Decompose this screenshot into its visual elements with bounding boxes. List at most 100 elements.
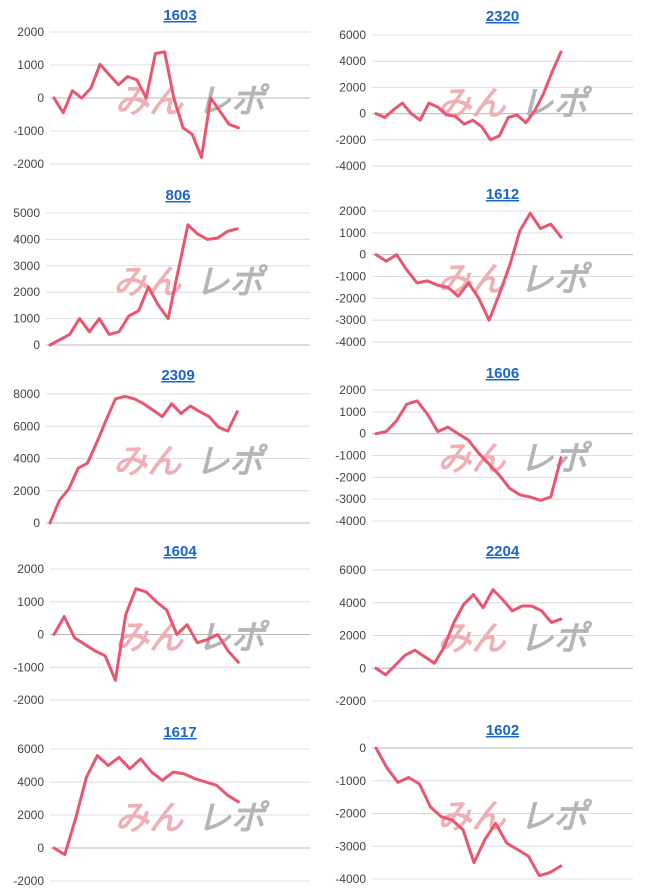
y-tick-label: 4000 bbox=[339, 54, 366, 68]
y-tick-label: -1000 bbox=[335, 449, 366, 463]
y-tick-label: -4000 bbox=[335, 335, 366, 349]
series-line bbox=[374, 746, 563, 878]
y-tick-label: -1000 bbox=[335, 774, 366, 788]
y-tick-label: 0 bbox=[33, 338, 40, 352]
watermark-right: レポ bbox=[520, 620, 593, 658]
watermark-left: みん bbox=[438, 261, 507, 299]
series-line bbox=[48, 223, 239, 347]
chart-panel-806: 5000 4000 3000 2000 1000 0 みん レポ 806 bbox=[0, 178, 322, 356]
chart-svg: 2000 1000 0 -1000 -2000 -3000 -4000 みん レポ 1612 bbox=[335, 186, 633, 349]
chart-panel-1602: 0 -1000 -2000 -3000 -4000 みん レポ 1602 bbox=[322, 712, 645, 892]
watermark-right: レポ bbox=[195, 443, 268, 481]
chart-title-link[interactable]: 2309 bbox=[161, 367, 194, 384]
watermark-right: レポ bbox=[520, 798, 593, 836]
series-line bbox=[52, 754, 240, 857]
chart-svg: 8000 6000 4000 2000 0 みん レポ 2309 bbox=[13, 367, 310, 530]
y-tick-label: -1000 bbox=[13, 124, 44, 138]
chart-title-link[interactable]: 1604 bbox=[163, 543, 197, 560]
y-tick-label: 0 bbox=[359, 661, 366, 675]
watermark-right: レポ bbox=[195, 264, 268, 302]
chart-title-link[interactable]: 806 bbox=[165, 187, 190, 204]
y-tick-label: 2000 bbox=[339, 629, 366, 643]
y-tick-label: 2000 bbox=[339, 204, 366, 218]
chart-panel-2309: 8000 6000 4000 2000 0 みん レポ 2309 bbox=[0, 356, 322, 534]
y-tick-label: 4000 bbox=[339, 596, 366, 610]
y-tick-label: -4000 bbox=[335, 514, 366, 528]
watermark-left: みん bbox=[113, 443, 182, 481]
y-tick-label: -4000 bbox=[335, 872, 366, 886]
chart-panel-1603: 2000 1000 0 -1000 -2000 みん レポ 1603 bbox=[0, 0, 322, 178]
y-tick-label: 0 bbox=[37, 628, 44, 642]
y-tick-label: -2000 bbox=[335, 133, 366, 147]
chart-title-link[interactable]: 1603 bbox=[163, 7, 196, 24]
y-tick-label: 4000 bbox=[13, 232, 40, 246]
y-tick-label: 4000 bbox=[17, 775, 44, 789]
chart-title-link[interactable]: 2320 bbox=[486, 8, 519, 25]
chart-title-link[interactable]: 1617 bbox=[163, 724, 196, 741]
y-tick-label: 2000 bbox=[17, 562, 44, 576]
watermark-left: みん bbox=[438, 798, 507, 836]
y-tick-label: -2000 bbox=[335, 694, 366, 708]
chart-panel-2204: 6000 4000 2000 0 -2000 みん レポ 2204 bbox=[322, 534, 645, 712]
chart-panel-1617: 6000 4000 2000 0 -2000 みん レポ 1617 bbox=[0, 712, 322, 892]
watermark-right: レポ bbox=[197, 800, 270, 838]
chart-panel-1612: 2000 1000 0 -1000 -2000 -3000 -4000 みん レポ 1612 bbox=[322, 178, 645, 356]
y-tick-label: 1000 bbox=[13, 312, 40, 326]
y-tick-label: 6000 bbox=[339, 28, 366, 42]
y-tick-label: -2000 bbox=[335, 291, 366, 305]
chart-svg: 0 -1000 -2000 -3000 -4000 みん レポ 1602 bbox=[335, 722, 633, 886]
watermark-left: みん bbox=[438, 85, 507, 123]
y-tick-label: 1000 bbox=[339, 226, 366, 240]
series-line bbox=[374, 50, 563, 142]
chart-title-link[interactable]: 1602 bbox=[486, 722, 519, 739]
y-tick-label: 1000 bbox=[17, 595, 44, 609]
y-tick-label: 1000 bbox=[17, 58, 44, 72]
chart-svg: 5000 4000 3000 2000 1000 0 みん レポ 806 bbox=[13, 187, 310, 352]
watermark-right: レポ bbox=[520, 261, 593, 299]
series-line bbox=[374, 399, 563, 502]
y-tick-label: -3000 bbox=[335, 492, 366, 506]
y-tick-label: 2000 bbox=[17, 808, 44, 822]
y-tick-label: -3000 bbox=[335, 313, 366, 327]
y-tick-label: -3000 bbox=[335, 839, 366, 853]
chart-panel-2320: 6000 4000 2000 0 -2000 -4000 みん レポ 2320 bbox=[322, 0, 645, 178]
watermark-left: みん bbox=[113, 264, 182, 302]
watermark-left: みん bbox=[115, 800, 184, 838]
chart-title-link[interactable]: 1606 bbox=[486, 365, 519, 382]
y-tick-label: -2000 bbox=[13, 874, 44, 888]
y-tick-label: 2000 bbox=[339, 80, 366, 94]
y-tick-label: 0 bbox=[37, 91, 44, 105]
y-tick-label: 2000 bbox=[13, 285, 40, 299]
y-tick-label: 6000 bbox=[13, 419, 40, 433]
y-tick-label: 0 bbox=[359, 248, 366, 262]
series-line bbox=[52, 50, 240, 159]
chart-panel-1606: 2000 1000 0 -1000 -2000 -3000 -4000 みん レポ 1606 bbox=[322, 356, 645, 534]
y-tick-label: 1000 bbox=[339, 405, 366, 419]
y-tick-label: -2000 bbox=[335, 470, 366, 484]
y-tick-label: -2000 bbox=[335, 807, 366, 821]
series-line bbox=[48, 394, 239, 525]
y-tick-label: 2000 bbox=[17, 25, 44, 39]
y-tick-label: -2000 bbox=[13, 157, 44, 171]
y-tick-label: 2000 bbox=[13, 484, 40, 498]
y-tick-label: 4000 bbox=[13, 452, 40, 466]
y-tick-label: 6000 bbox=[339, 563, 366, 577]
y-tick-label: 0 bbox=[359, 427, 366, 441]
chart-title-link[interactable]: 2204 bbox=[486, 543, 520, 560]
y-tick-label: -1000 bbox=[13, 660, 44, 674]
y-tick-label: 5000 bbox=[13, 206, 40, 220]
series-line bbox=[52, 587, 240, 682]
y-tick-label: -1000 bbox=[335, 270, 366, 284]
watermark-left: みん bbox=[438, 620, 507, 658]
y-tick-label: 0 bbox=[359, 107, 366, 121]
y-tick-label: 3000 bbox=[13, 259, 40, 273]
chart-title-link[interactable]: 1612 bbox=[486, 186, 519, 203]
y-tick-label: -2000 bbox=[13, 693, 44, 707]
y-tick-label: 8000 bbox=[13, 387, 40, 401]
chart-svg: 6000 4000 2000 0 -2000 みん レポ 1617 bbox=[13, 724, 310, 888]
